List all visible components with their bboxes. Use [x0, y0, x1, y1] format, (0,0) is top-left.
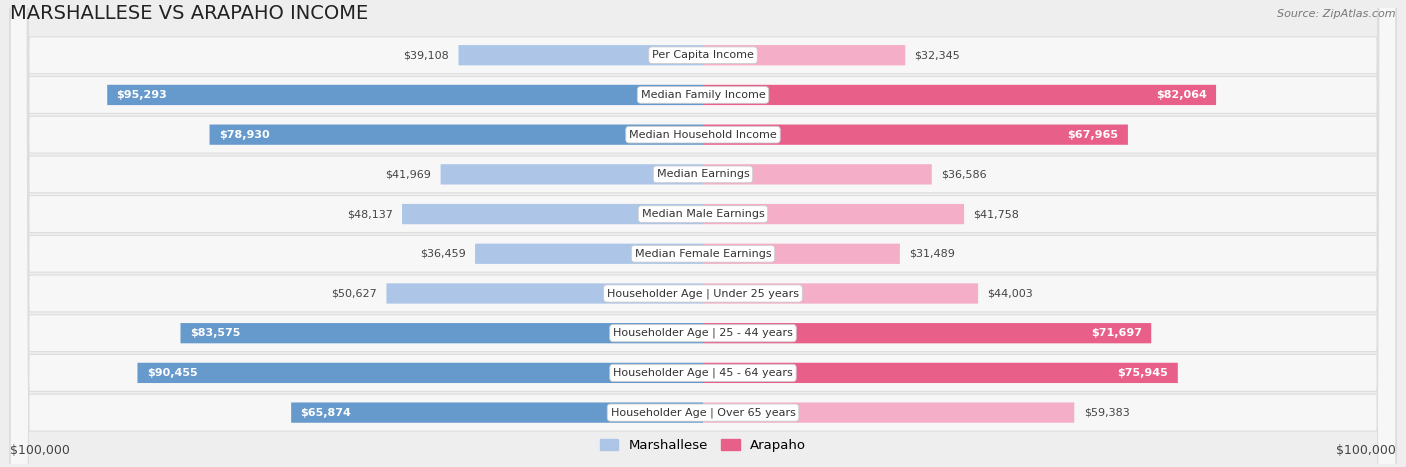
FancyBboxPatch shape: [703, 45, 905, 65]
FancyBboxPatch shape: [703, 403, 1074, 423]
Text: $65,874: $65,874: [301, 408, 352, 417]
Text: $41,758: $41,758: [973, 209, 1019, 219]
Text: Per Capita Income: Per Capita Income: [652, 50, 754, 60]
Text: Median Female Earnings: Median Female Earnings: [634, 249, 772, 259]
FancyBboxPatch shape: [180, 323, 703, 343]
Text: $36,459: $36,459: [420, 249, 465, 259]
Text: Householder Age | 25 - 44 years: Householder Age | 25 - 44 years: [613, 328, 793, 339]
FancyBboxPatch shape: [387, 283, 703, 304]
FancyBboxPatch shape: [703, 164, 932, 184]
Text: $41,969: $41,969: [385, 170, 432, 179]
Text: Householder Age | 45 - 64 years: Householder Age | 45 - 64 years: [613, 368, 793, 378]
Text: $100,000: $100,000: [1336, 444, 1396, 457]
Text: Median Household Income: Median Household Income: [628, 130, 778, 140]
Text: $48,137: $48,137: [347, 209, 392, 219]
FancyBboxPatch shape: [291, 403, 703, 423]
FancyBboxPatch shape: [440, 164, 703, 184]
FancyBboxPatch shape: [703, 283, 979, 304]
FancyBboxPatch shape: [10, 0, 1396, 467]
FancyBboxPatch shape: [475, 244, 703, 264]
Text: MARSHALLESE VS ARAPAHO INCOME: MARSHALLESE VS ARAPAHO INCOME: [10, 4, 368, 23]
Legend: Marshallese, Arapaho: Marshallese, Arapaho: [595, 434, 811, 458]
Text: $32,345: $32,345: [914, 50, 960, 60]
FancyBboxPatch shape: [10, 0, 1396, 467]
FancyBboxPatch shape: [10, 0, 1396, 467]
Text: Median Male Earnings: Median Male Earnings: [641, 209, 765, 219]
FancyBboxPatch shape: [703, 244, 900, 264]
FancyBboxPatch shape: [703, 85, 1216, 105]
Text: Median Family Income: Median Family Income: [641, 90, 765, 100]
Text: Source: ZipAtlas.com: Source: ZipAtlas.com: [1277, 8, 1396, 19]
FancyBboxPatch shape: [107, 85, 703, 105]
Text: $31,489: $31,489: [910, 249, 955, 259]
Text: $78,930: $78,930: [219, 130, 270, 140]
FancyBboxPatch shape: [138, 363, 703, 383]
FancyBboxPatch shape: [703, 323, 1152, 343]
Text: $44,003: $44,003: [987, 289, 1033, 298]
Text: $82,064: $82,064: [1156, 90, 1206, 100]
Text: $36,586: $36,586: [941, 170, 987, 179]
FancyBboxPatch shape: [209, 125, 703, 145]
Text: $67,965: $67,965: [1067, 130, 1119, 140]
Text: Median Earnings: Median Earnings: [657, 170, 749, 179]
FancyBboxPatch shape: [10, 0, 1396, 467]
FancyBboxPatch shape: [402, 204, 703, 224]
Text: Householder Age | Under 25 years: Householder Age | Under 25 years: [607, 288, 799, 299]
FancyBboxPatch shape: [703, 125, 1128, 145]
FancyBboxPatch shape: [10, 0, 1396, 467]
FancyBboxPatch shape: [703, 363, 1178, 383]
Text: $83,575: $83,575: [190, 328, 240, 338]
Text: $39,108: $39,108: [404, 50, 449, 60]
FancyBboxPatch shape: [10, 0, 1396, 467]
FancyBboxPatch shape: [10, 0, 1396, 467]
Text: $95,293: $95,293: [117, 90, 167, 100]
Text: $50,627: $50,627: [332, 289, 377, 298]
Text: Householder Age | Over 65 years: Householder Age | Over 65 years: [610, 407, 796, 418]
Text: $100,000: $100,000: [10, 444, 70, 457]
Text: $59,383: $59,383: [1084, 408, 1129, 417]
Text: $71,697: $71,697: [1091, 328, 1142, 338]
FancyBboxPatch shape: [458, 45, 703, 65]
Text: $75,945: $75,945: [1118, 368, 1168, 378]
FancyBboxPatch shape: [10, 0, 1396, 467]
FancyBboxPatch shape: [703, 204, 965, 224]
FancyBboxPatch shape: [10, 0, 1396, 467]
Text: $90,455: $90,455: [146, 368, 197, 378]
FancyBboxPatch shape: [10, 0, 1396, 467]
